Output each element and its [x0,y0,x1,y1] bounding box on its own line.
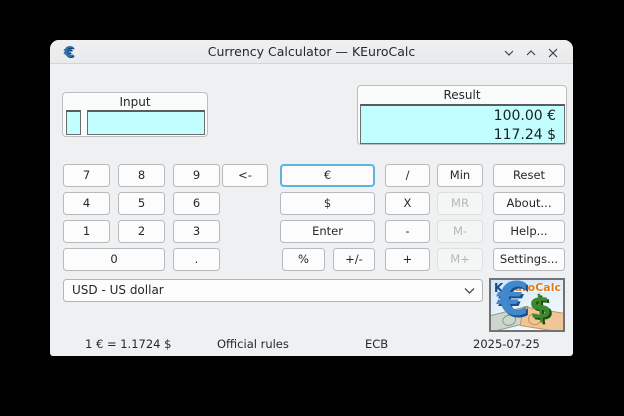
logo-euro-sign: € [497,278,530,326]
min-button[interactable]: Min [437,164,483,187]
plus-button[interactable]: + [385,248,430,271]
input-display[interactable] [87,110,205,135]
logo-dollar-sign: $ [526,286,553,328]
backspace-button[interactable]: <- [222,164,268,187]
chevron-down-icon [464,288,475,294]
result-display: 100.00 € 117.24 $ [360,104,565,144]
enter-button[interactable]: Enter [280,220,375,243]
logo-k-text: K [494,281,504,295]
about-button[interactable]: About... [493,192,565,215]
minus-button[interactable]: - [385,220,430,243]
maximize-icon [526,50,535,56]
operator-display [66,110,81,135]
result-line-dollar: 117.24 $ [493,127,556,143]
memory-recall-button: MR [437,192,483,215]
status-bar: 1 € = 1.1724 $ Official rules ECB 2025-0… [50,337,573,353]
minimize-button[interactable] [500,44,517,60]
divide-button[interactable]: / [385,164,430,187]
window-title: Currency Calculator — KEuroCalc [207,44,416,59]
memory-plus-button: M+ [437,248,483,271]
key-8[interactable]: 8 [118,164,165,187]
keurocalc-logo: K uroCalc € $ [489,278,565,332]
app-euro-icon: € [63,43,75,61]
reset-button[interactable]: Reset [493,164,565,187]
maximize-button[interactable] [522,44,539,60]
decimal-point-button[interactable]: . [173,248,220,271]
key-5[interactable]: 5 [118,192,165,215]
currency-select[interactable]: USD - US dollar [63,279,483,302]
settings-button[interactable]: Settings... [493,248,565,271]
key-9[interactable]: 9 [173,164,220,187]
key-1[interactable]: 1 [63,220,110,243]
key-4[interactable]: 4 [63,192,110,215]
memory-minus-button: M- [437,220,483,243]
multiply-button[interactable]: X [385,192,430,215]
key-2[interactable]: 2 [118,220,165,243]
key-0[interactable]: 0 [63,248,165,271]
keurocalc-window: € Currency Calculator — KEuroCalc Input … [50,40,573,356]
close-button[interactable] [544,44,561,60]
key-6[interactable]: 6 [173,192,220,215]
plus-minus-button[interactable]: +/- [333,248,375,271]
key-3[interactable]: 3 [173,220,220,243]
result-line-euro: 100.00 € [493,108,556,124]
minimize-icon [504,50,513,56]
euro-button[interactable]: € [280,164,375,187]
result-panel-label: Result [443,88,481,102]
exchange-rate-status: 1 € = 1.1724 $ [85,337,172,351]
dollar-button[interactable]: $ [280,192,375,215]
logo-urocalc-text: uroCalc [514,281,561,294]
currency-select-value: USD - US dollar [72,283,164,297]
result-panel: Result 100.00 € 117.24 $ [357,85,567,145]
input-panel: Input [62,92,208,137]
percent-button[interactable]: % [282,248,325,271]
date-status: 2025-07-25 [473,337,540,351]
titlebar[interactable]: € Currency Calculator — KEuroCalc [50,40,573,64]
help-button[interactable]: Help... [493,220,565,243]
key-7[interactable]: 7 [63,164,110,187]
rules-status: Official rules [217,337,289,351]
input-panel-label: Input [119,95,151,109]
close-icon [548,48,557,58]
source-status: ECB [365,337,389,351]
